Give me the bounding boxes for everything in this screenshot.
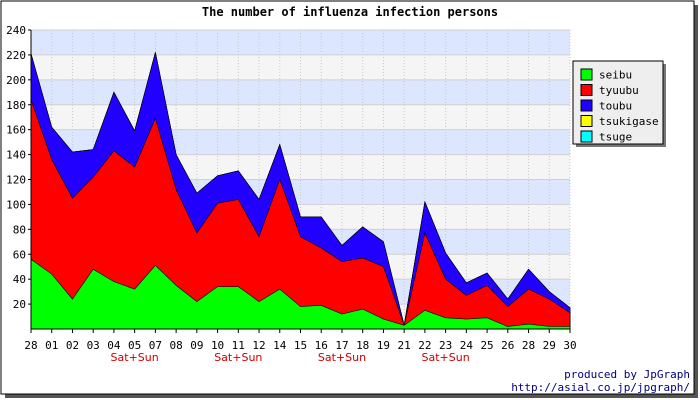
y-tick-label: 140 xyxy=(6,149,26,162)
y-tick-label: 20 xyxy=(13,298,26,311)
weekend-label: Sat+Sun xyxy=(214,351,262,364)
x-tick-label: 30 xyxy=(563,339,576,352)
y-tick-label: 240 xyxy=(6,24,26,37)
x-tick-label: 03 xyxy=(87,339,100,352)
y-tick-label: 160 xyxy=(6,124,26,137)
x-tick-label: 12 xyxy=(252,339,265,352)
grid-band xyxy=(31,79,570,105)
legend-label-tsuge: tsuge xyxy=(599,131,632,144)
y-tick-label: 80 xyxy=(13,223,26,236)
legend-swatch-tsuge xyxy=(580,130,593,143)
x-tick-label: 08 xyxy=(169,339,182,352)
legend-label-tsukigase: tsukigase xyxy=(599,115,659,128)
y-tick-label: 40 xyxy=(13,273,26,286)
x-tick-label: 23 xyxy=(439,339,452,352)
weekend-label: Sat+Sun xyxy=(318,351,366,364)
legend-swatch-seibu xyxy=(580,68,593,81)
y-tick-label: 200 xyxy=(6,74,26,87)
weekend-label: Sat+Sun xyxy=(422,351,470,364)
legend-label-tyuubu: tyuubu xyxy=(599,84,639,97)
area-tyuubu xyxy=(30,99,571,330)
x-tick-label: 26 xyxy=(501,339,514,352)
x-tick-label: 28 xyxy=(24,339,37,352)
y-tick-label: 120 xyxy=(6,174,26,187)
x-tick-label: 04 xyxy=(107,339,121,352)
x-tick-label: 16 xyxy=(315,339,328,352)
x-tick-label: 28 xyxy=(522,339,535,352)
x-tick-label: 14 xyxy=(273,339,287,352)
x-tick-label: 15 xyxy=(294,339,307,352)
x-tick-label: 25 xyxy=(480,339,493,352)
y-tick-label: 220 xyxy=(6,49,26,62)
y-tick-label: 100 xyxy=(6,198,26,211)
x-tick-label: 21 xyxy=(398,339,411,352)
legend-swatch-tyuubu xyxy=(580,84,593,96)
weekend-label: Sat+Sun xyxy=(111,351,159,364)
area-seibu xyxy=(30,258,571,330)
y-tick-label: 180 xyxy=(6,99,26,112)
credit-line1: produced by JpGraph xyxy=(564,368,690,381)
x-tick-label: 22 xyxy=(418,339,431,352)
chart-title: The number of influenza infection person… xyxy=(202,5,498,19)
x-tick-label: 05 xyxy=(128,339,141,352)
legend-swatch-tsukigase xyxy=(580,115,593,127)
x-tick-label: 29 xyxy=(543,339,556,352)
x-tick-label: 01 xyxy=(45,339,58,352)
x-tick-label: 02 xyxy=(66,339,79,352)
x-tick-label: 18 xyxy=(356,339,369,352)
x-tick-label: 09 xyxy=(190,339,203,352)
x-tick-label: 19 xyxy=(377,339,390,352)
legend-label-seibu: seibu xyxy=(599,69,632,82)
y-tick-label: 60 xyxy=(13,248,26,261)
grid-band xyxy=(31,54,570,80)
legend-label-toubu: toubu xyxy=(599,100,632,113)
x-tick-label: 17 xyxy=(335,339,348,352)
x-tick-label: 24 xyxy=(460,339,474,352)
x-tick-label: 07 xyxy=(149,339,162,352)
legend-swatch-toubu xyxy=(580,99,593,112)
x-tick-label: 11 xyxy=(232,339,245,352)
credit-line2: http://asial.co.jp/jpgraph/ xyxy=(511,381,690,394)
x-tick-label: 10 xyxy=(211,339,224,352)
